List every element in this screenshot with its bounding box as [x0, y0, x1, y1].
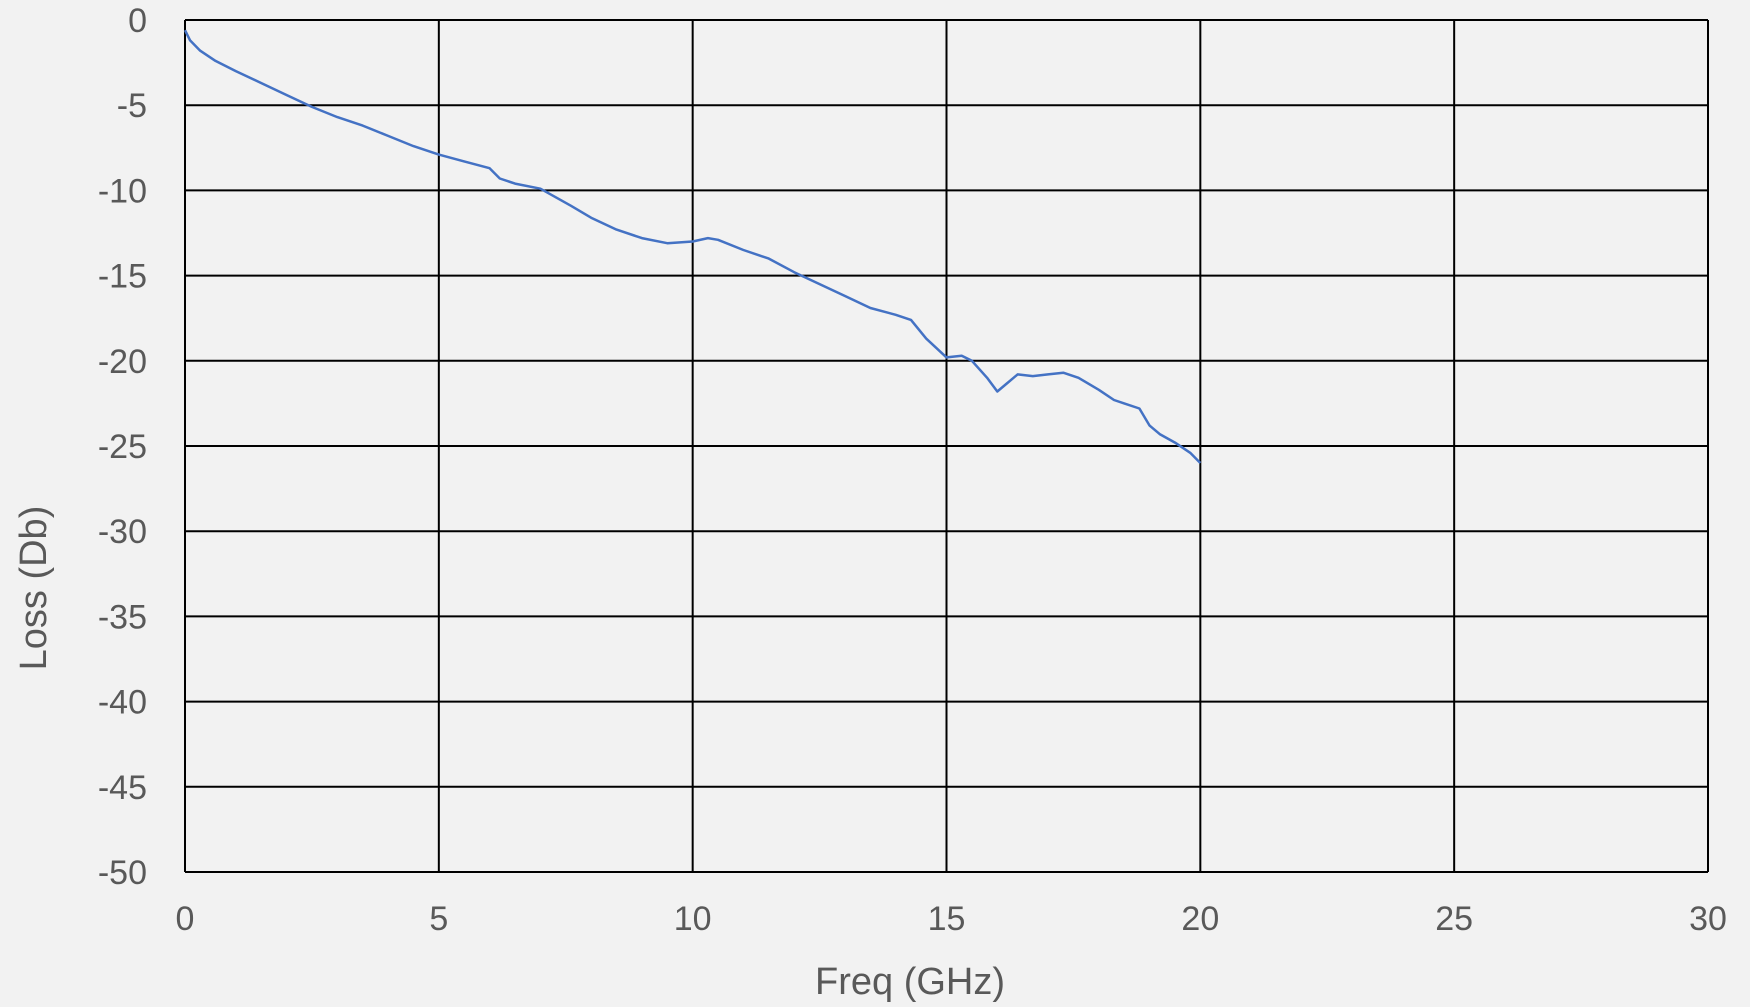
y-tick-label: -25 — [98, 428, 147, 466]
y-tick-label: -10 — [98, 172, 147, 210]
y-tick-label: -40 — [98, 684, 147, 722]
x-tick-label: 20 — [1181, 900, 1219, 938]
y-tick-label: -35 — [98, 598, 147, 636]
x-tick-label: 5 — [429, 900, 448, 938]
series-line — [183, 29, 1202, 464]
x-tick-label: 10 — [674, 900, 712, 938]
x-tick-label: 0 — [176, 900, 195, 938]
y-tick-label: 0 — [128, 2, 147, 40]
x-tick-label: 25 — [1435, 900, 1473, 938]
tick-labels: 0 -5 -10 -15 -20 -25 -30 -35 -40 -45 -50 0 5 10 15 20 25… — [98, 2, 1727, 938]
y-tick-label: -15 — [98, 258, 147, 296]
y-tick-label: -20 — [98, 343, 147, 381]
y-tick-label: -5 — [117, 87, 147, 125]
x-tick-label: 30 — [1689, 900, 1727, 938]
y-tick-label: -45 — [98, 769, 147, 807]
series-layer — [183, 29, 1202, 464]
gridlines — [184, 19, 1709, 873]
x-tick-label: 15 — [928, 900, 966, 938]
y-tick-label: -50 — [98, 854, 147, 892]
y-tick-label: -30 — [98, 513, 147, 551]
x-axis-title: Freq (GHz) — [815, 961, 1005, 1002]
y-axis-title: Loss (Db) — [13, 506, 55, 671]
